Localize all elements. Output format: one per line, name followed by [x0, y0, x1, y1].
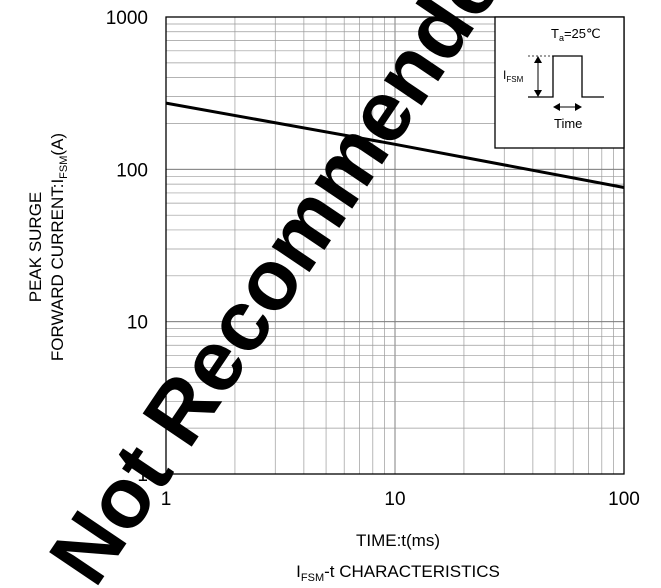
- x-tick-labels: 1 10 100: [161, 489, 640, 510]
- y-axis-label-line1: PEAK SURGE: [26, 192, 45, 303]
- amplitude-arrow-head-top: [534, 56, 542, 63]
- x-tick-label: 1: [161, 489, 172, 510]
- inset-time-label: Time: [554, 116, 582, 131]
- x-axis-label: TIME:t(ms): [356, 531, 440, 550]
- chart-title: IFSM-t CHARACTERISTICS: [296, 562, 500, 584]
- y-tick-label: 1000: [106, 8, 148, 29]
- y-tick-labels: 1 10 100 1000: [106, 8, 148, 486]
- x-tick-label: 10: [384, 489, 405, 510]
- plot-frame: [165, 16, 625, 475]
- time-arrow-head-right: [575, 103, 582, 111]
- series-line: [165, 101, 625, 189]
- amplitude-arrow-head-bottom: [534, 90, 542, 97]
- pulse-waveform: [528, 55, 604, 98]
- time-arrow-head-left: [553, 103, 560, 111]
- y-tick-label: 100: [116, 160, 148, 181]
- y-axis-label-line2: FORWARD CURRENT:IFSM(A): [48, 133, 70, 361]
- inset-condition: Ta=25℃: [551, 26, 601, 43]
- y-tick-label: 10: [127, 313, 148, 334]
- series-layer: [165, 101, 625, 189]
- y-tick-label: 1: [137, 465, 148, 486]
- inset-pulse-label: IFSM: [503, 68, 524, 84]
- inset-diagram: Ta=25℃ IFSM Time: [494, 16, 625, 149]
- x-tick-label: 100: [608, 489, 640, 510]
- inset-box: [494, 16, 625, 149]
